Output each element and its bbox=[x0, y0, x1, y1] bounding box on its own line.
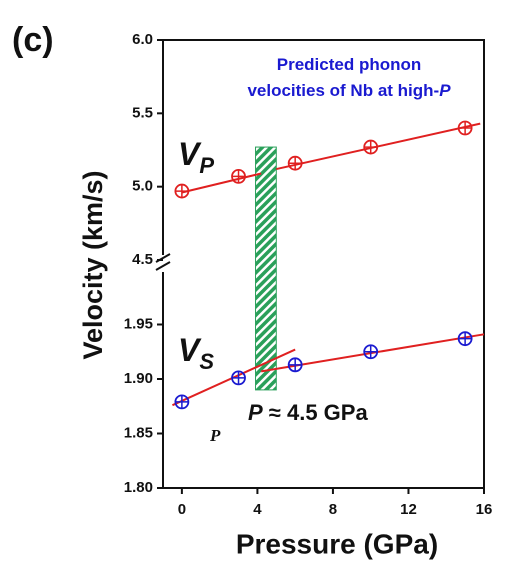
series-label: VS bbox=[178, 332, 214, 373]
data-point bbox=[363, 344, 379, 360]
y-tick-label: 5.5 bbox=[132, 104, 153, 121]
fit-line bbox=[276, 122, 481, 171]
annotation: velocities of Nb at high-P bbox=[247, 81, 451, 100]
annotation-text: ≈ 4.5 GPa bbox=[263, 400, 369, 425]
marker-part bbox=[364, 345, 378, 359]
data-point bbox=[363, 139, 379, 155]
marker-part bbox=[232, 169, 246, 183]
data-point bbox=[231, 168, 246, 184]
marker-part bbox=[175, 395, 189, 409]
fit-line bbox=[181, 172, 262, 194]
y-tick-label: 1.85 bbox=[124, 424, 153, 441]
data-point bbox=[231, 370, 246, 386]
series-label: VP bbox=[178, 136, 214, 177]
axis-break bbox=[155, 253, 171, 271]
marker-part bbox=[458, 332, 472, 346]
marker-part bbox=[364, 140, 378, 154]
annotation-text: P bbox=[439, 81, 451, 100]
annotation-text: Predicted phonon bbox=[277, 55, 422, 74]
x-tick-label: 12 bbox=[400, 501, 417, 518]
marker-part bbox=[288, 358, 302, 372]
marker-part bbox=[458, 121, 472, 135]
data-point bbox=[287, 357, 303, 373]
marker-part bbox=[232, 371, 246, 385]
data-point bbox=[174, 183, 190, 199]
series-label-base: V bbox=[178, 332, 202, 368]
frame bbox=[162, 39, 485, 489]
y-tick-label: 4.5 bbox=[132, 251, 153, 268]
annotation: P bbox=[209, 426, 221, 445]
marker-part bbox=[288, 156, 302, 170]
y-tick-label: 1.95 bbox=[124, 315, 153, 332]
y-tick-label: 1.80 bbox=[124, 479, 153, 496]
data-point bbox=[287, 155, 303, 171]
series-label-sub: S bbox=[199, 349, 214, 374]
highlight-band bbox=[255, 146, 277, 391]
x-axis-title: Pressure (GPa) bbox=[236, 528, 438, 559]
y-tick-label: 6.0 bbox=[132, 31, 153, 48]
y-tick-label: 1.90 bbox=[124, 370, 153, 387]
y-axis-title: Velocity (km/s) bbox=[78, 170, 108, 359]
data-point bbox=[457, 120, 473, 136]
series-label-sub: P bbox=[199, 153, 214, 178]
annotation-text: velocities of Nb at high- bbox=[247, 81, 439, 100]
data-point bbox=[174, 394, 190, 410]
marker-part bbox=[175, 184, 189, 198]
series-label-base: V bbox=[178, 136, 202, 172]
x-tick-label: 4 bbox=[253, 501, 262, 518]
annotation-text: P bbox=[248, 400, 263, 425]
y-tick-label: 5.0 bbox=[132, 178, 153, 195]
x-tick-label: 16 bbox=[476, 501, 493, 518]
panel-label: (c) bbox=[12, 21, 54, 59]
x-tick-label: 0 bbox=[178, 501, 186, 518]
x-tick-label: 8 bbox=[329, 501, 337, 518]
data-point bbox=[457, 331, 473, 347]
annotation: P ≈ 4.5 GPa bbox=[248, 400, 368, 425]
annotation: Predicted phonon bbox=[277, 55, 422, 74]
